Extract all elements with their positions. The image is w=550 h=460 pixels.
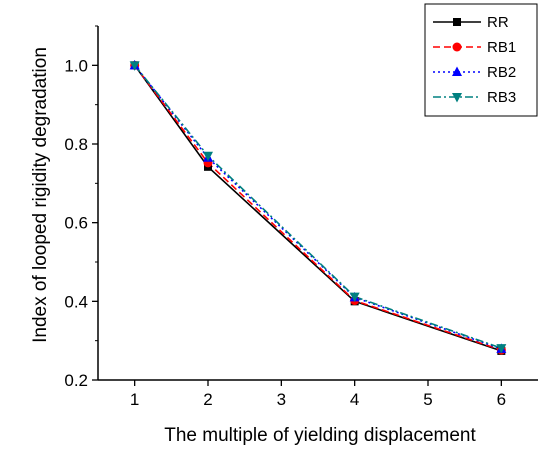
legend-label-rr: RR: [487, 14, 509, 31]
legend-label-rb3: RB3: [487, 89, 516, 106]
data-point-rb3: [129, 61, 140, 71]
legend-marker-rr: [453, 18, 461, 26]
axes: [97, 26, 538, 381]
data-point-rb3: [496, 344, 507, 354]
y-tick-label: 0.8: [64, 135, 88, 154]
series-markers: [129, 59, 507, 355]
data-point-rb3: [203, 151, 213, 162]
x-tick-label: 2: [203, 390, 212, 409]
x-tick-label: 3: [277, 390, 286, 409]
data-point-rb3: [349, 292, 360, 303]
y-tick-label: 1.0: [64, 56, 88, 75]
y-axis-title: Index of looped rigidity degradation: [30, 47, 51, 343]
legend-label-rb1: RB1: [487, 39, 516, 56]
series-lines: [134, 64, 502, 352]
legend: RR RB1 RB2 RB3: [424, 3, 538, 117]
legend-marker-rb2: [452, 66, 462, 76]
y-tick-label: 0.6: [64, 214, 88, 233]
legend-marker-rb1: [452, 42, 462, 52]
legend-marker-rb3: [452, 93, 462, 103]
y-tick-label: 0.4: [64, 292, 88, 311]
x-tick-label: 1: [130, 390, 139, 409]
x-tick-label: 5: [423, 390, 432, 409]
x-tick-label: 4: [350, 390, 359, 409]
x-tick-label: 6: [497, 390, 506, 409]
x-axis-title: The multiple of yielding displacement: [164, 425, 476, 446]
series-line-rb1: [134, 64, 502, 351]
ticks: 1 2 3 4 5 6 0.2 0.4 0.6 0.8 1.0: [64, 25, 506, 409]
legend-label-rb2: RB2: [487, 64, 516, 81]
y-tick-label: 0.2: [64, 371, 88, 390]
legend-box: [424, 3, 538, 117]
